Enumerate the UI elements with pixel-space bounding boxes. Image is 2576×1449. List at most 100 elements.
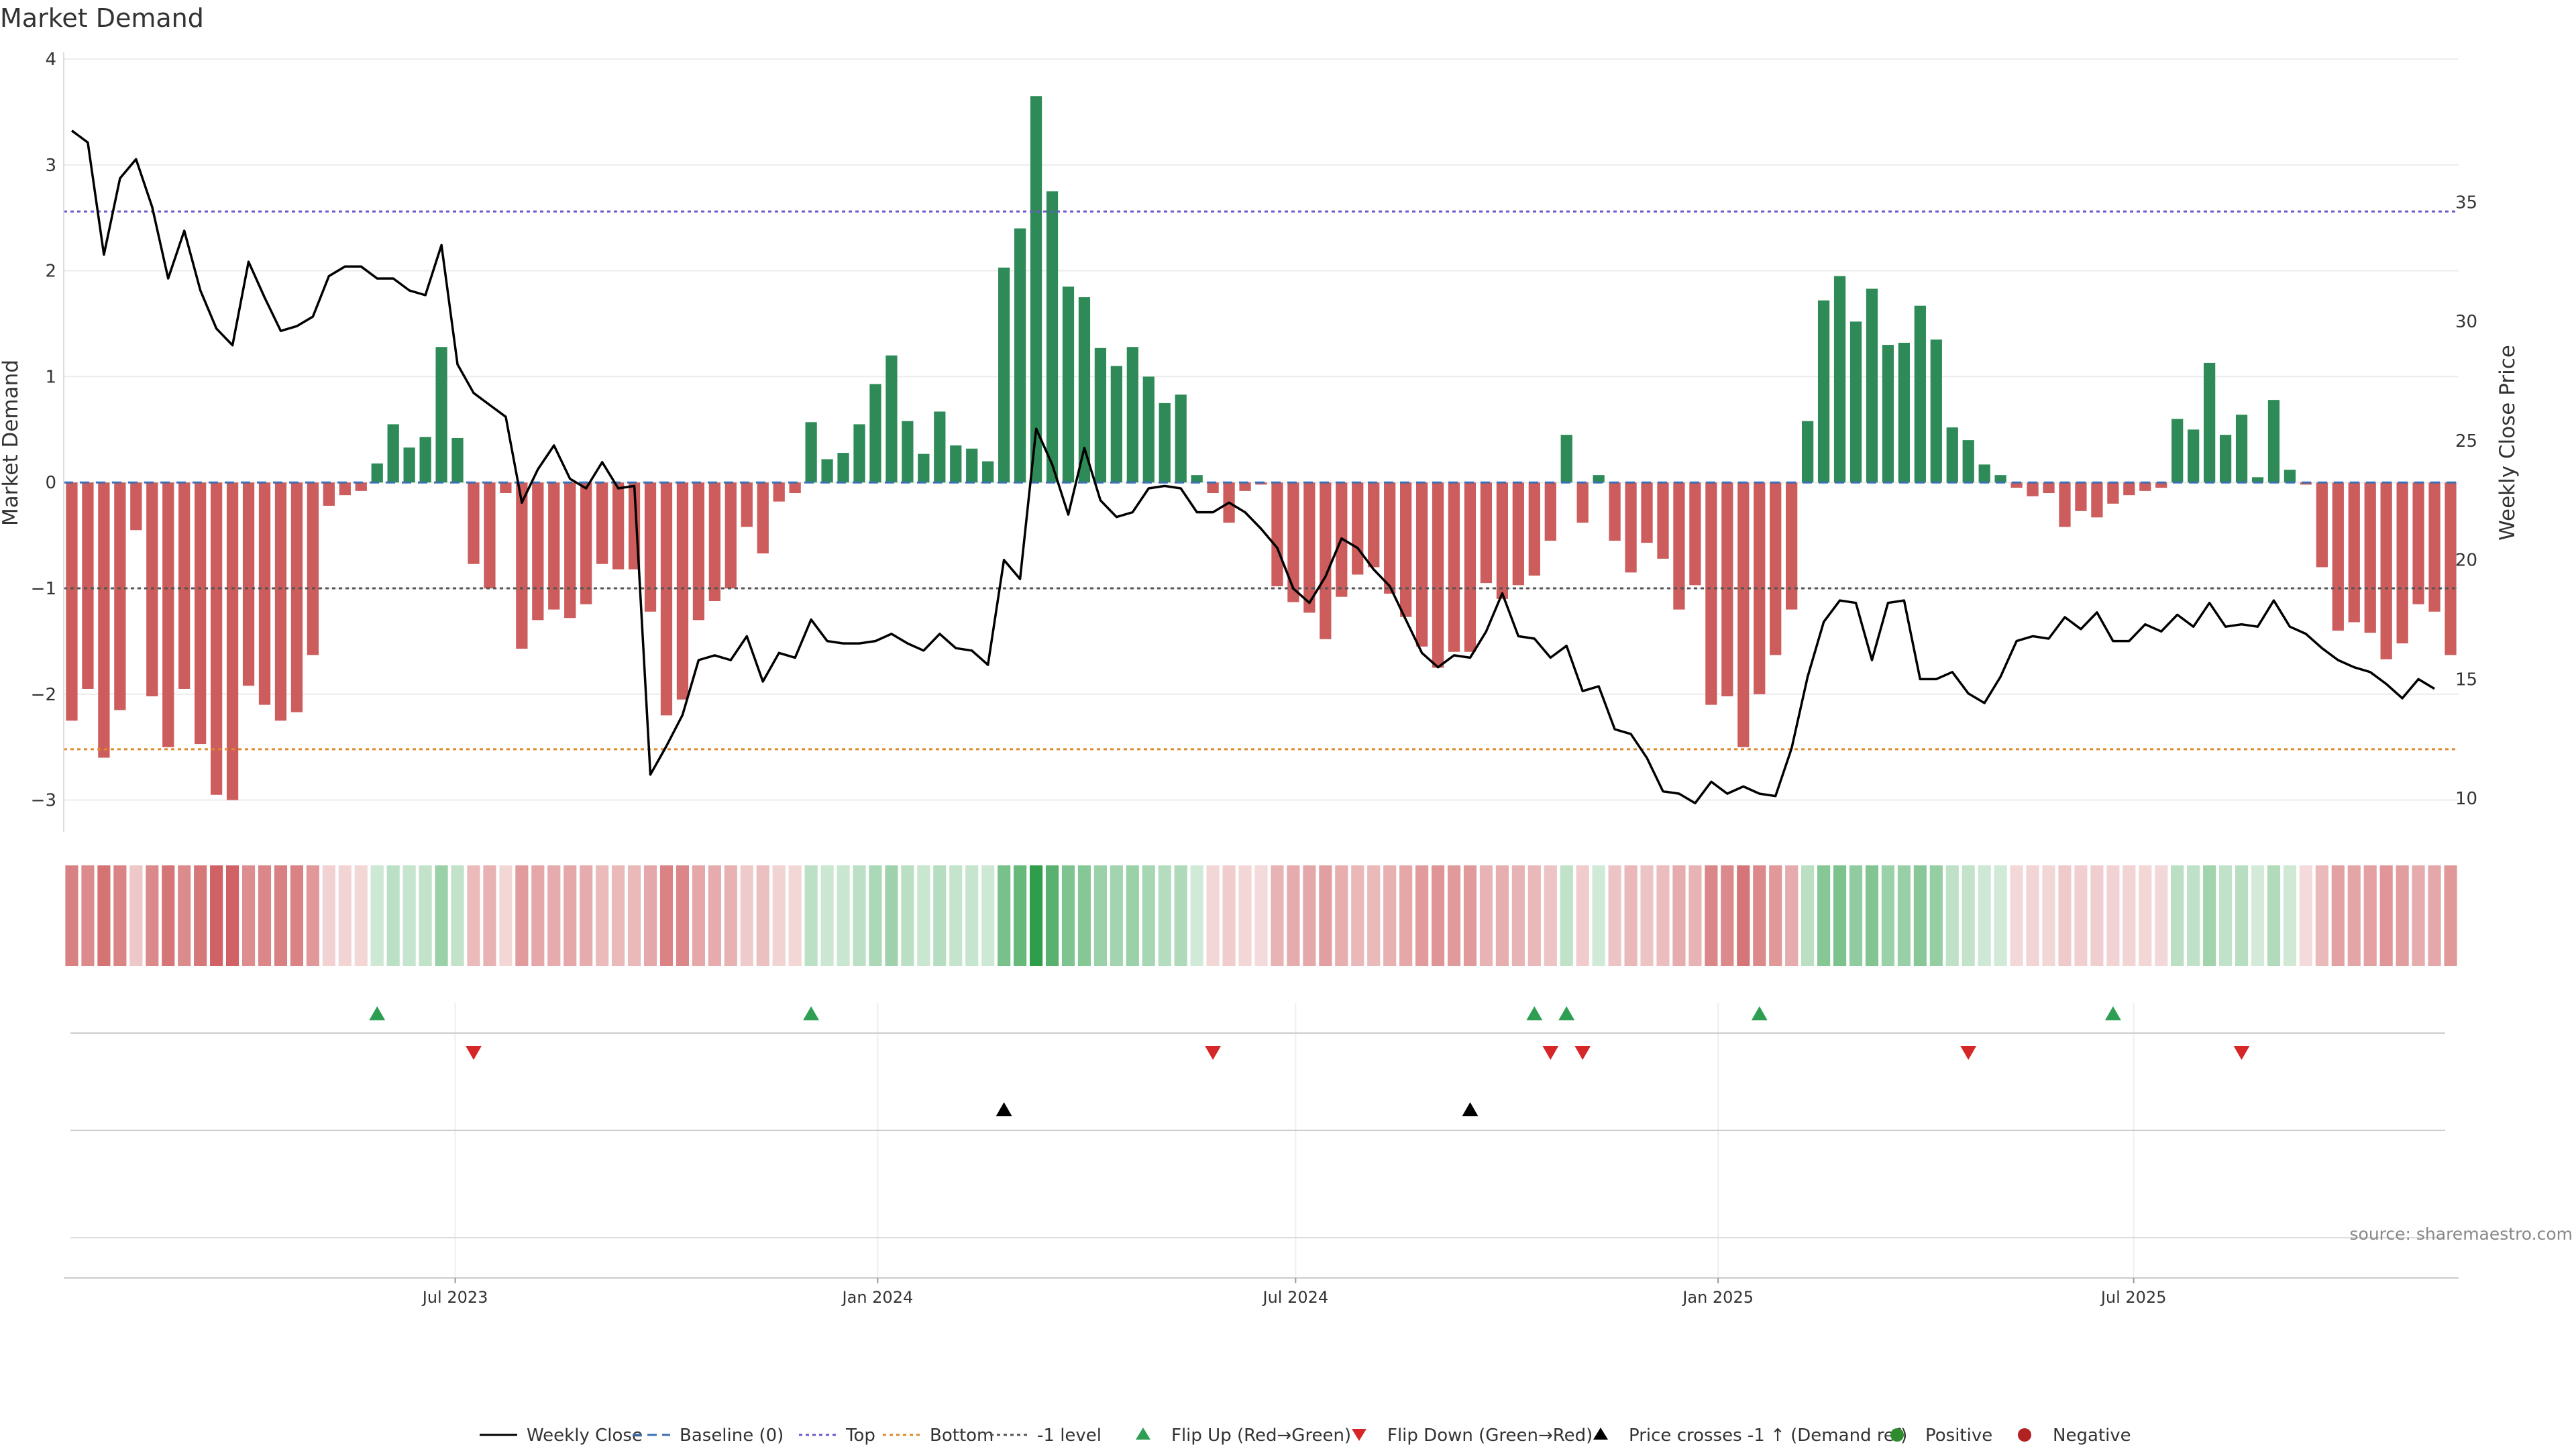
demand-bar-positive: [387, 424, 399, 483]
demand-bar-positive: [2203, 362, 2216, 483]
heat-cell: [2203, 865, 2216, 966]
heat-cell: [1399, 865, 1413, 966]
demand-bar-positive: [1802, 421, 1814, 483]
heat-cell: [483, 865, 496, 966]
right-tick-label: 35: [2455, 193, 2477, 213]
heat-cell: [1640, 865, 1654, 966]
heat-cell: [1093, 865, 1107, 966]
demand-bar-negative: [242, 482, 255, 686]
heat-cell: [2042, 865, 2055, 966]
reference-lines: [64, 210, 2459, 751]
heat-cell: [1721, 865, 1734, 966]
heat-cell: [2171, 865, 2184, 966]
heat-cell: [1319, 865, 1332, 966]
heat-cell: [2347, 865, 2361, 966]
heat-cell: [306, 865, 319, 966]
heat-cell: [1029, 865, 1043, 966]
demand-bar-negative: [1721, 482, 1733, 697]
demand-bar-negative: [130, 482, 142, 531]
heat-cell: [998, 865, 1011, 966]
demand-bar-negative: [307, 482, 319, 655]
flip-up-marker: [1526, 1006, 1543, 1020]
heat-cell: [820, 865, 834, 966]
demand-bar-negative: [789, 482, 801, 494]
heat-cell: [2283, 865, 2297, 966]
demand-bar-positive: [1030, 96, 1042, 483]
heat-cell: [1881, 865, 1895, 966]
demand-bar-negative: [773, 482, 785, 502]
heat-cell: [162, 865, 175, 966]
demand-bar-positive: [853, 424, 865, 483]
heat-cell: [2026, 865, 2039, 966]
date-tick-label: Jan 2025: [1681, 1288, 1754, 1307]
demand-bar-negative: [2348, 482, 2360, 623]
heat-cell: [402, 865, 416, 966]
heat-cell: [2315, 865, 2328, 966]
heat-cell: [113, 865, 127, 966]
heat-cell: [1913, 865, 1927, 966]
legend-swatch-triangle-down: [1352, 1429, 1366, 1441]
heat-cell: [451, 865, 464, 966]
demand-bar-negative: [2091, 482, 2103, 518]
demand-bar-positive: [419, 437, 431, 483]
legend-swatch-triangle-up: [1593, 1428, 1608, 1440]
heat-cell: [692, 865, 705, 966]
heat-cell: [2139, 865, 2152, 966]
demand-bar-negative: [1480, 482, 1493, 584]
heat-cell: [1656, 865, 1670, 966]
legend-swatch-triangle-up: [1136, 1428, 1150, 1440]
demand-bar-negative: [468, 482, 480, 564]
heat-cell: [241, 865, 256, 966]
heat-cell: [1351, 865, 1364, 966]
demand-bar-positive: [1849, 321, 1862, 483]
demand-bar-positive: [982, 461, 994, 483]
heat-cell: [1174, 865, 1187, 966]
heat-cell: [2363, 865, 2377, 966]
left-tick-label: −1: [31, 579, 56, 599]
demand-bar-positive: [1191, 475, 1203, 483]
heat-cell: [1367, 865, 1381, 966]
heat-cell: [1592, 865, 1605, 966]
flip-up-marker: [1558, 1006, 1575, 1020]
heat-cell: [2428, 865, 2441, 966]
heat-cell: [1801, 865, 1815, 966]
demand-bar-negative: [1786, 482, 1798, 610]
date-tick-label: Jul 2023: [421, 1288, 488, 1307]
demand-bar-negative: [708, 482, 720, 601]
demand-bar-negative: [1400, 482, 1412, 617]
demand-bar-negative: [2155, 482, 2167, 488]
heat-cell: [1254, 865, 1268, 966]
left-axis-title: Market Demand: [0, 360, 23, 526]
demand-bar-positive: [966, 448, 978, 483]
heat-cell: [1688, 865, 1702, 966]
heat-cell: [933, 865, 947, 966]
price-cross-marker: [1462, 1102, 1479, 1116]
heat-cell: [1608, 865, 1621, 966]
heat-cell: [531, 865, 545, 966]
heat-cell: [1495, 865, 1509, 966]
demand-bar-negative: [532, 482, 544, 621]
demand-bar-positive: [1110, 366, 1122, 483]
demand-bar-negative: [195, 482, 207, 745]
right-tick-label: 25: [2455, 431, 2477, 451]
flip-up-marker: [2104, 1006, 2121, 1020]
heat-cell: [1817, 865, 1831, 966]
demand-bar-negative: [2107, 482, 2119, 504]
legend-label: Flip Up (Red→Green): [1171, 1426, 1351, 1446]
demand-bar-negative: [1320, 482, 1332, 639]
heat-cell: [724, 865, 737, 966]
heat-cell: [2331, 865, 2345, 966]
heat-cell: [2379, 865, 2393, 966]
demand-bar-positive: [869, 384, 881, 483]
heat-cell: [1142, 865, 1155, 966]
demand-bar-negative: [274, 482, 287, 721]
heat-cell: [2090, 865, 2104, 966]
demand-bar-positive: [1866, 288, 1878, 483]
demand-heat-strip: [65, 865, 2457, 966]
demand-bars: [66, 96, 2457, 800]
heat-cell: [965, 865, 979, 966]
heat-cell: [1447, 865, 1461, 966]
heat-cell: [1560, 865, 1573, 966]
heat-cell: [81, 865, 95, 966]
